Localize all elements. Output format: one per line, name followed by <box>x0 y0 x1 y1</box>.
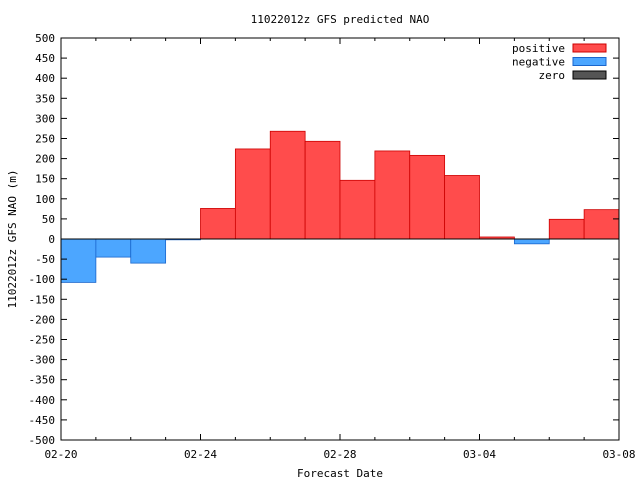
y-tick-label-5: 250 <box>35 133 55 146</box>
y-tick-label-7: 150 <box>35 173 55 186</box>
legend-label-positive: positive <box>512 42 565 55</box>
y-tick-label-1: 450 <box>35 52 55 65</box>
y-axis-label: 11022012z GFS NAO (m) <box>6 169 19 308</box>
y-tick-label-16: -300 <box>29 354 56 367</box>
bar-5 <box>234 148 271 240</box>
y-tick-label-8: 100 <box>35 193 55 206</box>
bar-13 <box>513 238 550 245</box>
bar-9 <box>374 150 411 240</box>
y-tick-label-18: -400 <box>29 394 56 407</box>
y-tick-label-19: -450 <box>29 414 56 427</box>
chart-title: 11022012z GFS predicted NAO <box>251 13 430 26</box>
x-tick-label-2: 02-28 <box>323 448 356 461</box>
bar-1 <box>95 238 132 258</box>
y-tick-label-13: -150 <box>29 293 56 306</box>
x-tick-label-4: 03-08 <box>602 448 635 461</box>
x-axis: 02-20 02-24 02-28 03-04 03-08 <box>44 38 636 461</box>
x-tick-label-1: 02-24 <box>184 448 217 461</box>
bar-6 <box>269 130 306 240</box>
plot-frame <box>60 37 620 441</box>
legend-label-zero: zero <box>539 69 566 82</box>
bar-4 <box>200 208 236 240</box>
x-tick-label-3: 03-04 <box>463 448 496 461</box>
bar-8 <box>339 179 376 240</box>
y-tick-label-2: 400 <box>35 72 55 85</box>
y-tick-label-12: -100 <box>29 273 56 286</box>
legend-swatch-negative <box>572 57 607 66</box>
y-tick-label-0: 500 <box>35 32 55 45</box>
y-tick-label-9: 50 <box>42 213 55 226</box>
bar-15 <box>583 209 620 240</box>
legend-swatch-zero <box>572 70 607 80</box>
y-tick-label-10: 0 <box>48 233 55 246</box>
y-tick-label-14: -200 <box>29 313 56 326</box>
legend-swatch-positive <box>572 43 607 53</box>
y-axis: 500450400350300250200150100500-50-100-15… <box>29 32 619 447</box>
y-tick-label-11: -50 <box>35 253 55 266</box>
bar-group <box>60 130 620 283</box>
bar-11 <box>444 175 480 240</box>
bar-2 <box>130 238 167 264</box>
bar-0 <box>60 238 97 283</box>
bar-10 <box>409 154 446 240</box>
legend-label-negative: negative <box>512 56 565 69</box>
y-tick-label-3: 350 <box>35 92 55 105</box>
bar-14 <box>548 218 585 240</box>
y-tick-label-17: -350 <box>29 374 56 387</box>
y-tick-label-6: 200 <box>35 153 55 166</box>
bar-7 <box>304 140 341 240</box>
x-tick-label-0: 02-20 <box>44 448 77 461</box>
y-tick-label-15: -250 <box>29 334 56 347</box>
x-axis-label: Forecast Date <box>297 467 383 480</box>
y-tick-label-20: -500 <box>29 434 56 447</box>
y-tick-label-4: 300 <box>35 112 55 125</box>
